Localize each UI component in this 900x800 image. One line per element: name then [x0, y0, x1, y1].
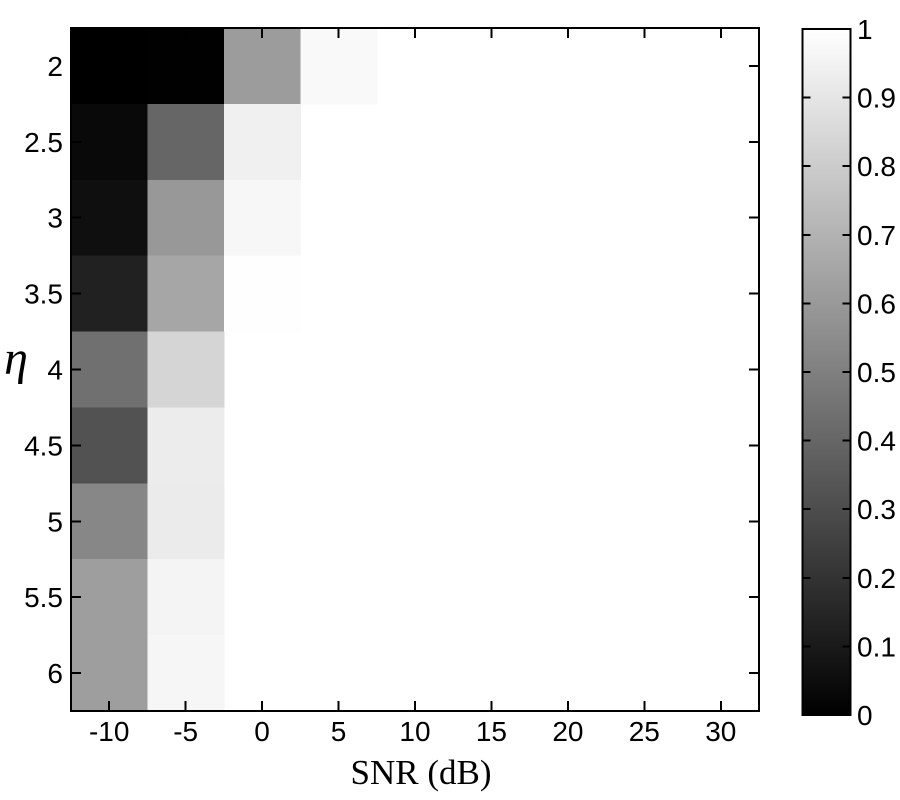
svg-text:3: 3: [47, 203, 63, 234]
svg-text:0: 0: [254, 716, 270, 747]
svg-text:2.5: 2.5: [24, 127, 63, 158]
svg-text:0.4: 0.4: [857, 426, 896, 457]
svg-text:0.5: 0.5: [857, 357, 896, 388]
svg-text:0.1: 0.1: [857, 631, 896, 662]
svg-text:5: 5: [47, 506, 63, 537]
svg-text:20: 20: [552, 716, 583, 747]
svg-text:-10: -10: [89, 716, 129, 747]
svg-text:6: 6: [47, 658, 63, 689]
svg-text:15: 15: [476, 716, 507, 747]
svg-text:0.6: 0.6: [857, 288, 896, 319]
svg-text:3.5: 3.5: [24, 279, 63, 310]
svg-text:η: η: [4, 332, 28, 385]
svg-text:4.5: 4.5: [24, 430, 63, 461]
svg-text:30: 30: [705, 716, 736, 747]
svg-text:0: 0: [857, 700, 873, 731]
svg-text:0.8: 0.8: [857, 151, 896, 182]
svg-text:SNR (dB): SNR (dB): [351, 753, 492, 792]
svg-text:0.7: 0.7: [857, 220, 896, 251]
svg-text:5.5: 5.5: [24, 582, 63, 613]
svg-text:5: 5: [331, 716, 347, 747]
svg-text:1: 1: [857, 14, 873, 45]
svg-text:10: 10: [399, 716, 430, 747]
svg-text:25: 25: [629, 716, 660, 747]
svg-text:0.2: 0.2: [857, 563, 896, 594]
svg-text:-5: -5: [173, 716, 198, 747]
svg-text:0.3: 0.3: [857, 494, 896, 525]
svg-text:2: 2: [47, 51, 63, 82]
svg-text:4: 4: [47, 355, 63, 386]
svg-text:0.9: 0.9: [857, 83, 896, 114]
